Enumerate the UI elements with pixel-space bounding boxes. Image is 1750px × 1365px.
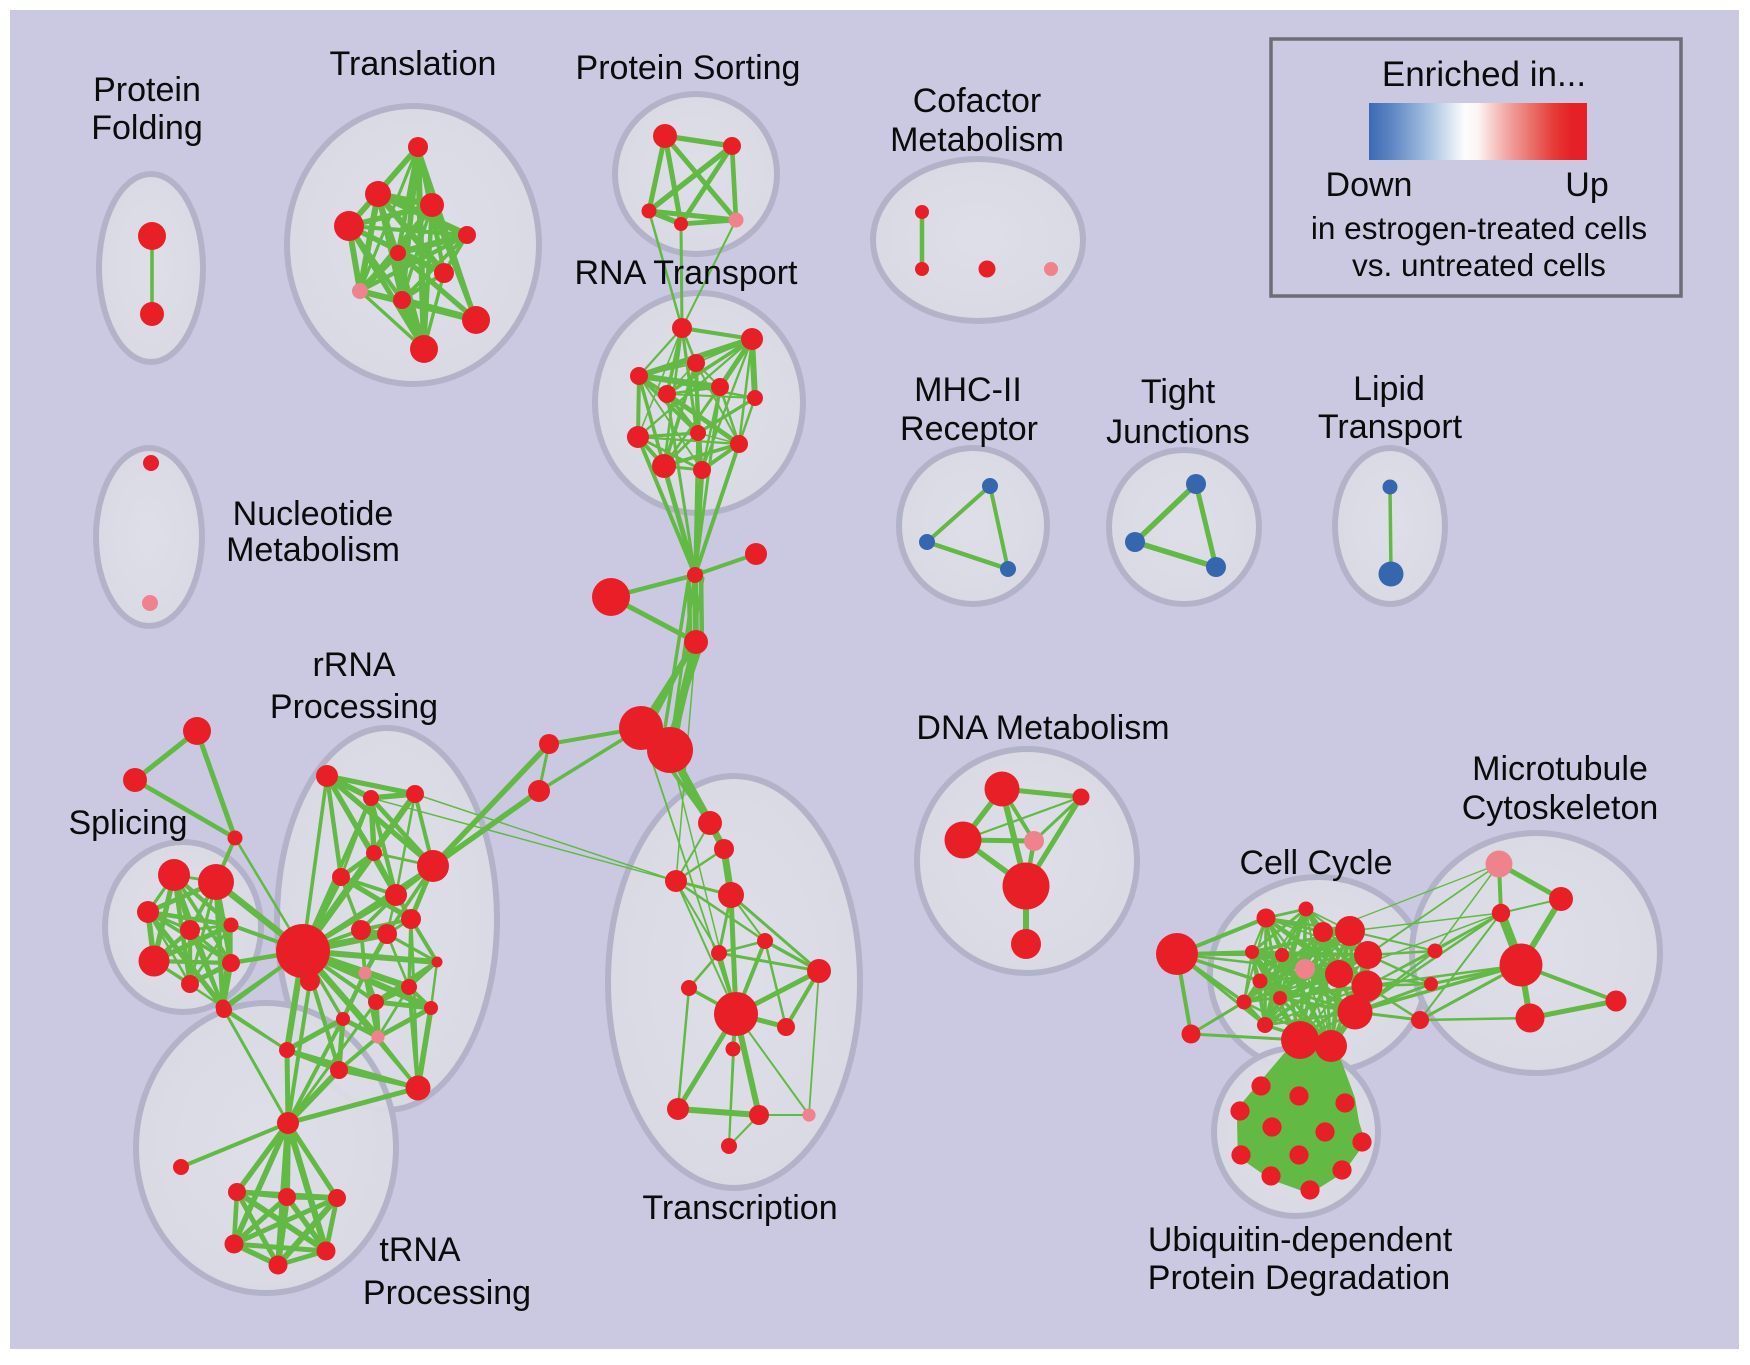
svg-text:Processing: Processing <box>363 1274 531 1312</box>
svg-text:Cell Cycle: Cell Cycle <box>1239 844 1392 882</box>
svg-text:Down: Down <box>1326 166 1413 204</box>
svg-text:Enriched in...: Enriched in... <box>1382 55 1586 94</box>
svg-text:Cytoskeleton: Cytoskeleton <box>1462 789 1659 827</box>
svg-text:Protein Sorting: Protein Sorting <box>576 49 801 87</box>
svg-text:Processing: Processing <box>270 688 438 726</box>
svg-text:Transcription: Transcription <box>642 1189 837 1227</box>
svg-text:Translation: Translation <box>330 45 497 83</box>
svg-text:vs. untreated cells: vs. untreated cells <box>1352 247 1606 283</box>
svg-text:tRNA: tRNA <box>379 1231 461 1269</box>
svg-text:Protein: Protein <box>93 71 201 109</box>
svg-text:DNA Metabolism: DNA Metabolism <box>916 709 1169 747</box>
svg-text:Microtubule: Microtubule <box>1472 750 1648 788</box>
svg-text:Metabolism: Metabolism <box>890 121 1064 159</box>
svg-text:rRNA: rRNA <box>312 646 395 684</box>
svg-text:Nucleotide: Nucleotide <box>233 495 394 533</box>
svg-text:Transport: Transport <box>1318 408 1463 446</box>
svg-text:RNA Transport: RNA Transport <box>575 254 799 292</box>
svg-text:Metabolism: Metabolism <box>226 531 400 569</box>
svg-text:Tight: Tight <box>1141 373 1216 411</box>
svg-text:Folding: Folding <box>91 109 203 147</box>
svg-text:Protein Degradation: Protein Degradation <box>1148 1259 1450 1297</box>
svg-text:Splicing: Splicing <box>68 804 187 842</box>
svg-text:in estrogen-treated cells: in estrogen-treated cells <box>1311 210 1647 246</box>
svg-text:Up: Up <box>1565 166 1608 204</box>
svg-text:Receptor: Receptor <box>900 410 1038 448</box>
svg-text:Cofactor: Cofactor <box>913 82 1042 120</box>
svg-text:Junctions: Junctions <box>1106 413 1250 451</box>
svg-text:Ubiquitin-dependent: Ubiquitin-dependent <box>1148 1221 1453 1259</box>
svg-text:Lipid: Lipid <box>1353 370 1425 408</box>
svg-text:MHC-II: MHC-II <box>914 371 1022 409</box>
